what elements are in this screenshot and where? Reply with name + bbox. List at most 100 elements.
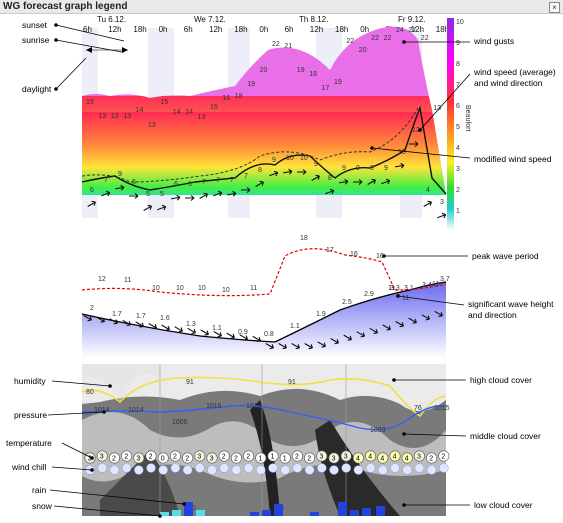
gust-value: 13 [98, 113, 106, 120]
wave-height-value: 1.9 [316, 311, 326, 318]
temperature-value: 2 [173, 454, 177, 461]
temperature-value: 2 [234, 456, 238, 463]
wind-value: 9 [314, 161, 318, 168]
day-label-thu: Th 8.12. [299, 15, 328, 24]
hour-label: 0h [259, 25, 268, 34]
label-wind-speed-1: wind speed (average) [473, 67, 556, 77]
wave-height-area [82, 282, 446, 358]
wind-value: 5 [146, 191, 150, 198]
wind-arrow [437, 212, 447, 219]
wind-chill-marker [329, 465, 339, 475]
wave-height-value: 1.7 [136, 313, 146, 320]
wind-arrow [338, 178, 349, 185]
wave-arrow [421, 314, 430, 321]
beaufort-scale-labels: 10 9 8 7 6 5 4 3 2 1 [456, 19, 464, 215]
wind-chill-marker [402, 465, 413, 475]
temperature-value: 2 [112, 456, 116, 463]
gust-value: 17 [322, 85, 330, 92]
wind-value: 8 [328, 175, 332, 182]
temperature-marker [133, 452, 145, 464]
temperature-value: 2 [246, 454, 250, 461]
wave-arrow [317, 341, 326, 348]
gust-value: 20 [359, 47, 367, 54]
precipitation-bar [172, 510, 181, 516]
temperature-value: 3 [136, 456, 140, 463]
gust-value: 18 [309, 71, 317, 78]
gust-value: 13 [123, 113, 131, 120]
wind-value: 6 [132, 179, 136, 186]
wave-period-value: 11 [388, 285, 395, 292]
temperature-value: 3 [417, 454, 421, 461]
wind-value: 10 [286, 155, 294, 162]
wave-height-line [81, 281, 447, 343]
wind-chill-marker [134, 465, 144, 475]
precipitation-bar [350, 510, 359, 516]
wave-height-value: 2 [90, 305, 94, 312]
wave-period-value: 17 [326, 247, 334, 254]
precipitation-bar [274, 504, 283, 516]
precipitation-bar [338, 502, 347, 516]
label-low-cloud: low cloud cover [474, 500, 533, 510]
wave-arrow [148, 323, 157, 330]
pressure-value: 1003 [370, 427, 386, 434]
gust-value: 22 [371, 35, 379, 42]
wave-period-value: 11 [124, 277, 131, 284]
wind-arrow [241, 187, 251, 193]
wind-chill-marker [182, 465, 193, 475]
wave-arrow [265, 343, 274, 350]
hour-labels: 6h12h18h0h6h12h18h0h6h12h18h0h6h12h18h [83, 25, 449, 34]
wind-arrow [114, 184, 125, 191]
hour-label: 12h [108, 25, 121, 34]
humidity-value: 91 [186, 379, 194, 386]
temperature-value: 4 [405, 456, 409, 463]
temperature-value: 2 [185, 456, 189, 463]
wave-arrow [122, 319, 131, 327]
gust-value: 22 [272, 41, 280, 48]
gust-value: 13 [111, 113, 119, 120]
temperature-value: 2 [124, 454, 128, 461]
temperature-value: 3 [210, 456, 214, 463]
precipitation-bar [160, 512, 169, 516]
window-title: WG forecast graph legend [3, 1, 128, 12]
temperature-marker [169, 450, 181, 462]
pressure-line [81, 404, 447, 431]
wave-arrow [109, 318, 118, 325]
wind-value: 9 [342, 165, 346, 172]
temperature-value: 3 [88, 456, 92, 463]
gust-value: 14 [173, 109, 181, 116]
wave-arrow [226, 332, 235, 339]
gust-value: 22 [421, 35, 429, 42]
temperature-marker [255, 452, 267, 464]
temperature-marker [401, 452, 413, 464]
annotations-wave: peak wave period significant wave height… [382, 251, 554, 320]
temperature-value: 3 [332, 456, 336, 463]
precipitation-bar [362, 508, 371, 516]
wind-value: 9 [370, 165, 374, 172]
gust-value: 20 [260, 67, 268, 74]
wave-period-value: 16 [376, 253, 384, 260]
wave-period-value: 10 [222, 287, 230, 294]
precipitation-bar [310, 512, 319, 516]
wind-value: 8 [258, 167, 262, 174]
label-daylight: daylight [22, 84, 52, 94]
wind-arrow [311, 174, 320, 181]
gust-values: 15 13 13 13 14 13 15 14 14 13 15 16 18 19 20 22 21 19 18 17… [86, 27, 441, 129]
temperature-marker [389, 450, 401, 462]
temperature-value: 4 [356, 456, 360, 463]
close-icon[interactable]: × [549, 2, 560, 13]
wind-arrow [353, 179, 363, 185]
gust-value: 24 [396, 27, 404, 34]
wind-value: 9 [356, 165, 360, 172]
temperature-value: 2 [429, 456, 433, 463]
gust-value: 19 [297, 67, 305, 74]
wind-chill-marker [353, 465, 364, 475]
beaufort-tick: 9 [456, 40, 460, 47]
wave-period-value: 10 [198, 285, 206, 292]
hour-label: 6h [83, 25, 92, 34]
annotations-top: sunset sunrise daylight wind gusts wind … [22, 20, 556, 164]
wave-arrow [434, 310, 443, 318]
temperature-value: 1 [283, 456, 287, 463]
wind-value: 10 [300, 155, 308, 162]
beaufort-tick: 3 [456, 166, 460, 173]
hour-label: 6h [184, 25, 193, 34]
